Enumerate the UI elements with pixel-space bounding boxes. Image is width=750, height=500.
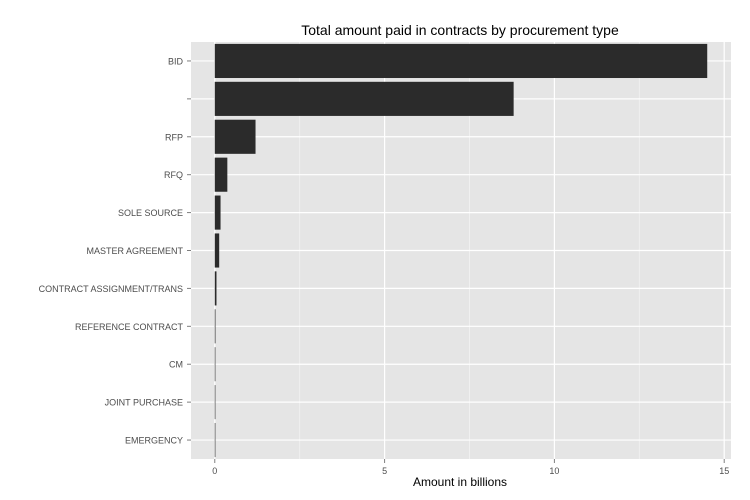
bar bbox=[214, 81, 514, 116]
y-tick-label: MASTER AGREEMENT bbox=[86, 246, 183, 256]
bar bbox=[214, 347, 216, 382]
bar bbox=[214, 195, 221, 230]
bar bbox=[214, 119, 256, 154]
bar bbox=[214, 271, 217, 306]
y-tick-label: RFQ bbox=[164, 170, 183, 180]
bar bbox=[214, 385, 216, 420]
y-tick-label: CONTRACT ASSIGNMENT/TRANS bbox=[39, 284, 183, 294]
x-axis: 0 5 10 15 bbox=[212, 459, 729, 476]
x-tick-label: 5 bbox=[382, 466, 387, 476]
bar bbox=[214, 43, 708, 79]
y-axis: BID RFP RFQ SOLE SOURCE MASTER AGREEMENT CONT… bbox=[39, 56, 191, 446]
bar bbox=[214, 422, 216, 458]
y-tick-label: EMERGENCY bbox=[125, 436, 183, 446]
bar bbox=[214, 233, 220, 268]
bars bbox=[214, 43, 708, 458]
x-axis-label: Amount in billions bbox=[413, 475, 507, 489]
y-tick-label: SOLE SOURCE bbox=[118, 208, 183, 218]
y-tick-label: CM bbox=[169, 360, 183, 370]
y-tick-label: JOINT PURCHASE bbox=[105, 398, 183, 408]
bar bbox=[214, 157, 228, 192]
chart-title: Total amount paid in contracts by procur… bbox=[301, 22, 619, 38]
x-tick-label: 0 bbox=[212, 466, 217, 476]
x-tick-label: 15 bbox=[719, 466, 729, 476]
bar bbox=[214, 309, 216, 344]
x-tick-label: 10 bbox=[549, 466, 559, 476]
y-tick-label: BID bbox=[168, 56, 184, 66]
y-tick-label: RFP bbox=[165, 132, 183, 142]
y-tick-label: REFERENCE CONTRACT bbox=[75, 322, 184, 332]
